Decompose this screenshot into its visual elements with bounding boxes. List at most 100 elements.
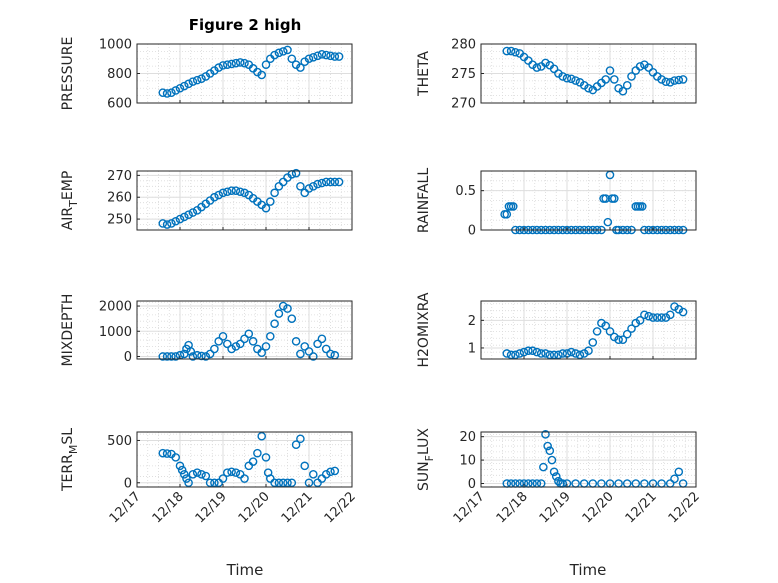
data-point (179, 212, 189, 222)
x-tick-label: 12/21 (279, 489, 316, 526)
data-point (278, 177, 288, 187)
data-point (605, 327, 615, 336)
data-point (274, 181, 284, 191)
data-point (182, 474, 191, 483)
data-point (240, 188, 249, 198)
data-point (554, 476, 563, 486)
data-point (661, 313, 671, 322)
y-tick-label: 2 (468, 314, 476, 329)
data-point (188, 208, 198, 217)
data-point (618, 86, 628, 96)
data-point (218, 188, 228, 198)
panel-mixdepth: 0 1000 2000 MIXDEPTH (60, 294, 353, 366)
x-tick-label: 12/18 (494, 489, 531, 526)
data-point (235, 339, 245, 349)
axes-box (136, 170, 353, 231)
data-point (545, 350, 555, 360)
data-point (300, 461, 310, 471)
data-point (210, 478, 219, 488)
data-point (502, 349, 512, 358)
data-point (235, 187, 245, 197)
data-point (579, 349, 589, 358)
x-tick-label: 12/20 (580, 489, 617, 526)
data-point (584, 346, 593, 356)
data-point (201, 352, 211, 361)
y-tick-label: 260 (107, 191, 132, 206)
data-point (601, 75, 611, 84)
y-tick-label: 0 (124, 350, 132, 365)
data-point (253, 448, 262, 458)
data-point (670, 302, 679, 311)
data-point (317, 334, 327, 344)
y-tick-label: 270 (107, 169, 132, 184)
data-point (321, 177, 331, 187)
data-point (610, 332, 619, 342)
data-point (274, 478, 284, 488)
data-point (240, 58, 249, 68)
y-tick-label: 600 (107, 97, 132, 112)
data-point (235, 58, 245, 67)
data-point (657, 313, 666, 322)
data-point (162, 352, 172, 361)
y-axis-label: TERRMSL (60, 428, 80, 492)
axes-box (480, 300, 697, 360)
data-point (265, 197, 275, 206)
data-point (175, 461, 185, 471)
data-point (278, 47, 288, 56)
data-point (171, 216, 180, 226)
data-point (313, 339, 322, 349)
x-tick-label: 12/19 (193, 489, 230, 526)
data-point (218, 474, 228, 483)
data-point (158, 352, 168, 361)
data-point (210, 344, 219, 354)
data-point (541, 349, 550, 358)
data-point (330, 350, 340, 360)
data-point (240, 334, 249, 344)
y-tick-label: 270 (451, 97, 476, 112)
data-point (551, 472, 561, 481)
data-point (614, 335, 623, 344)
data-point (296, 349, 305, 359)
data-point (308, 352, 318, 361)
data-point (313, 179, 322, 189)
x-axis-label-right: Time (569, 561, 607, 579)
y-tick-label: 250 (107, 213, 132, 228)
data-point (248, 337, 258, 346)
y-tick-label: 2000 (99, 300, 132, 315)
data-point (334, 52, 344, 61)
data-point (515, 349, 525, 358)
data-point (506, 350, 516, 360)
data-point (222, 339, 232, 349)
data-point (179, 81, 189, 91)
data-point (541, 430, 550, 439)
data-point (326, 51, 335, 61)
data-point (554, 350, 563, 360)
data-point (171, 352, 180, 361)
y-tick-label: 0.5 (455, 184, 476, 199)
data-point (640, 310, 649, 320)
data-point (222, 468, 232, 477)
data-point (188, 470, 198, 479)
data-point (670, 474, 679, 484)
data-point (210, 192, 219, 202)
data-point (308, 181, 318, 191)
data-point (326, 467, 335, 477)
data-point (627, 324, 636, 333)
axes-box (480, 170, 697, 231)
y-tick-label: 800 (107, 67, 132, 82)
data-point (274, 309, 284, 318)
data-point (622, 329, 632, 339)
data-point (610, 75, 619, 84)
data-point (214, 63, 223, 72)
data-point (296, 181, 305, 191)
data-point (248, 457, 258, 466)
axes-box (136, 300, 353, 360)
data-point (605, 66, 615, 75)
data-point (218, 332, 228, 341)
data-point (270, 50, 279, 60)
data-point (197, 74, 206, 83)
data-point (300, 188, 310, 198)
data-point (618, 335, 628, 344)
data-point (300, 342, 310, 351)
